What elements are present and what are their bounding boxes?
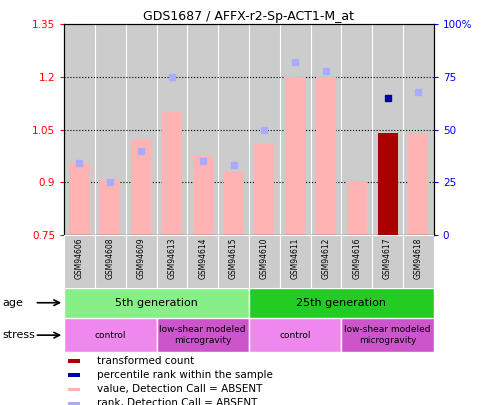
- Text: transformed count: transformed count: [98, 356, 195, 366]
- Text: GSM94608: GSM94608: [106, 237, 115, 279]
- Bar: [95, 235, 126, 288]
- Bar: [403, 235, 434, 288]
- Text: GSM94616: GSM94616: [352, 237, 361, 279]
- Text: 25th generation: 25th generation: [296, 298, 387, 308]
- Text: 5th generation: 5th generation: [115, 298, 198, 308]
- Text: GSM94611: GSM94611: [291, 237, 300, 279]
- Text: age: age: [2, 298, 23, 308]
- Bar: [68, 388, 80, 391]
- Text: value, Detection Call = ABSENT: value, Detection Call = ABSENT: [98, 384, 263, 394]
- Bar: [408, 133, 428, 235]
- Bar: [249, 318, 341, 352]
- Text: GSM94614: GSM94614: [198, 237, 207, 279]
- Bar: [378, 133, 398, 235]
- Text: GSM94617: GSM94617: [383, 237, 392, 279]
- Text: GSM94609: GSM94609: [137, 237, 145, 279]
- Text: GSM94618: GSM94618: [414, 237, 423, 279]
- Bar: [126, 235, 157, 288]
- Text: rank, Detection Call = ABSENT: rank, Detection Call = ABSENT: [98, 399, 258, 405]
- Text: control: control: [280, 330, 311, 340]
- Bar: [249, 288, 434, 318]
- Bar: [316, 77, 336, 235]
- Bar: [372, 235, 403, 288]
- Bar: [68, 402, 80, 405]
- Bar: [68, 373, 80, 377]
- Bar: [187, 235, 218, 288]
- Bar: [311, 235, 341, 288]
- Text: low-shear modeled
microgravity: low-shear modeled microgravity: [345, 326, 431, 345]
- Bar: [218, 235, 249, 288]
- Text: GSM94615: GSM94615: [229, 237, 238, 279]
- Bar: [285, 77, 305, 235]
- Bar: [249, 235, 280, 288]
- Bar: [64, 318, 157, 352]
- Bar: [341, 235, 372, 288]
- Bar: [223, 172, 244, 235]
- Bar: [64, 235, 95, 288]
- Bar: [347, 182, 367, 235]
- Bar: [280, 235, 311, 288]
- Bar: [100, 179, 120, 235]
- Text: percentile rank within the sample: percentile rank within the sample: [98, 370, 273, 380]
- Bar: [254, 144, 275, 235]
- Bar: [162, 112, 182, 235]
- Bar: [64, 288, 249, 318]
- Text: control: control: [95, 330, 126, 340]
- Text: GSM94606: GSM94606: [75, 237, 84, 279]
- Text: GSM94610: GSM94610: [260, 237, 269, 279]
- Bar: [68, 359, 80, 362]
- Bar: [131, 140, 151, 235]
- Text: stress: stress: [2, 330, 35, 340]
- Title: GDS1687 / AFFX-r2-Sp-ACT1-M_at: GDS1687 / AFFX-r2-Sp-ACT1-M_at: [143, 10, 354, 23]
- Bar: [193, 156, 213, 235]
- Bar: [341, 318, 434, 352]
- Text: low-shear modeled
microgravity: low-shear modeled microgravity: [160, 326, 246, 345]
- Bar: [70, 163, 90, 235]
- Text: GSM94612: GSM94612: [321, 237, 330, 279]
- Text: GSM94613: GSM94613: [168, 237, 176, 279]
- Bar: [157, 235, 187, 288]
- Bar: [157, 318, 249, 352]
